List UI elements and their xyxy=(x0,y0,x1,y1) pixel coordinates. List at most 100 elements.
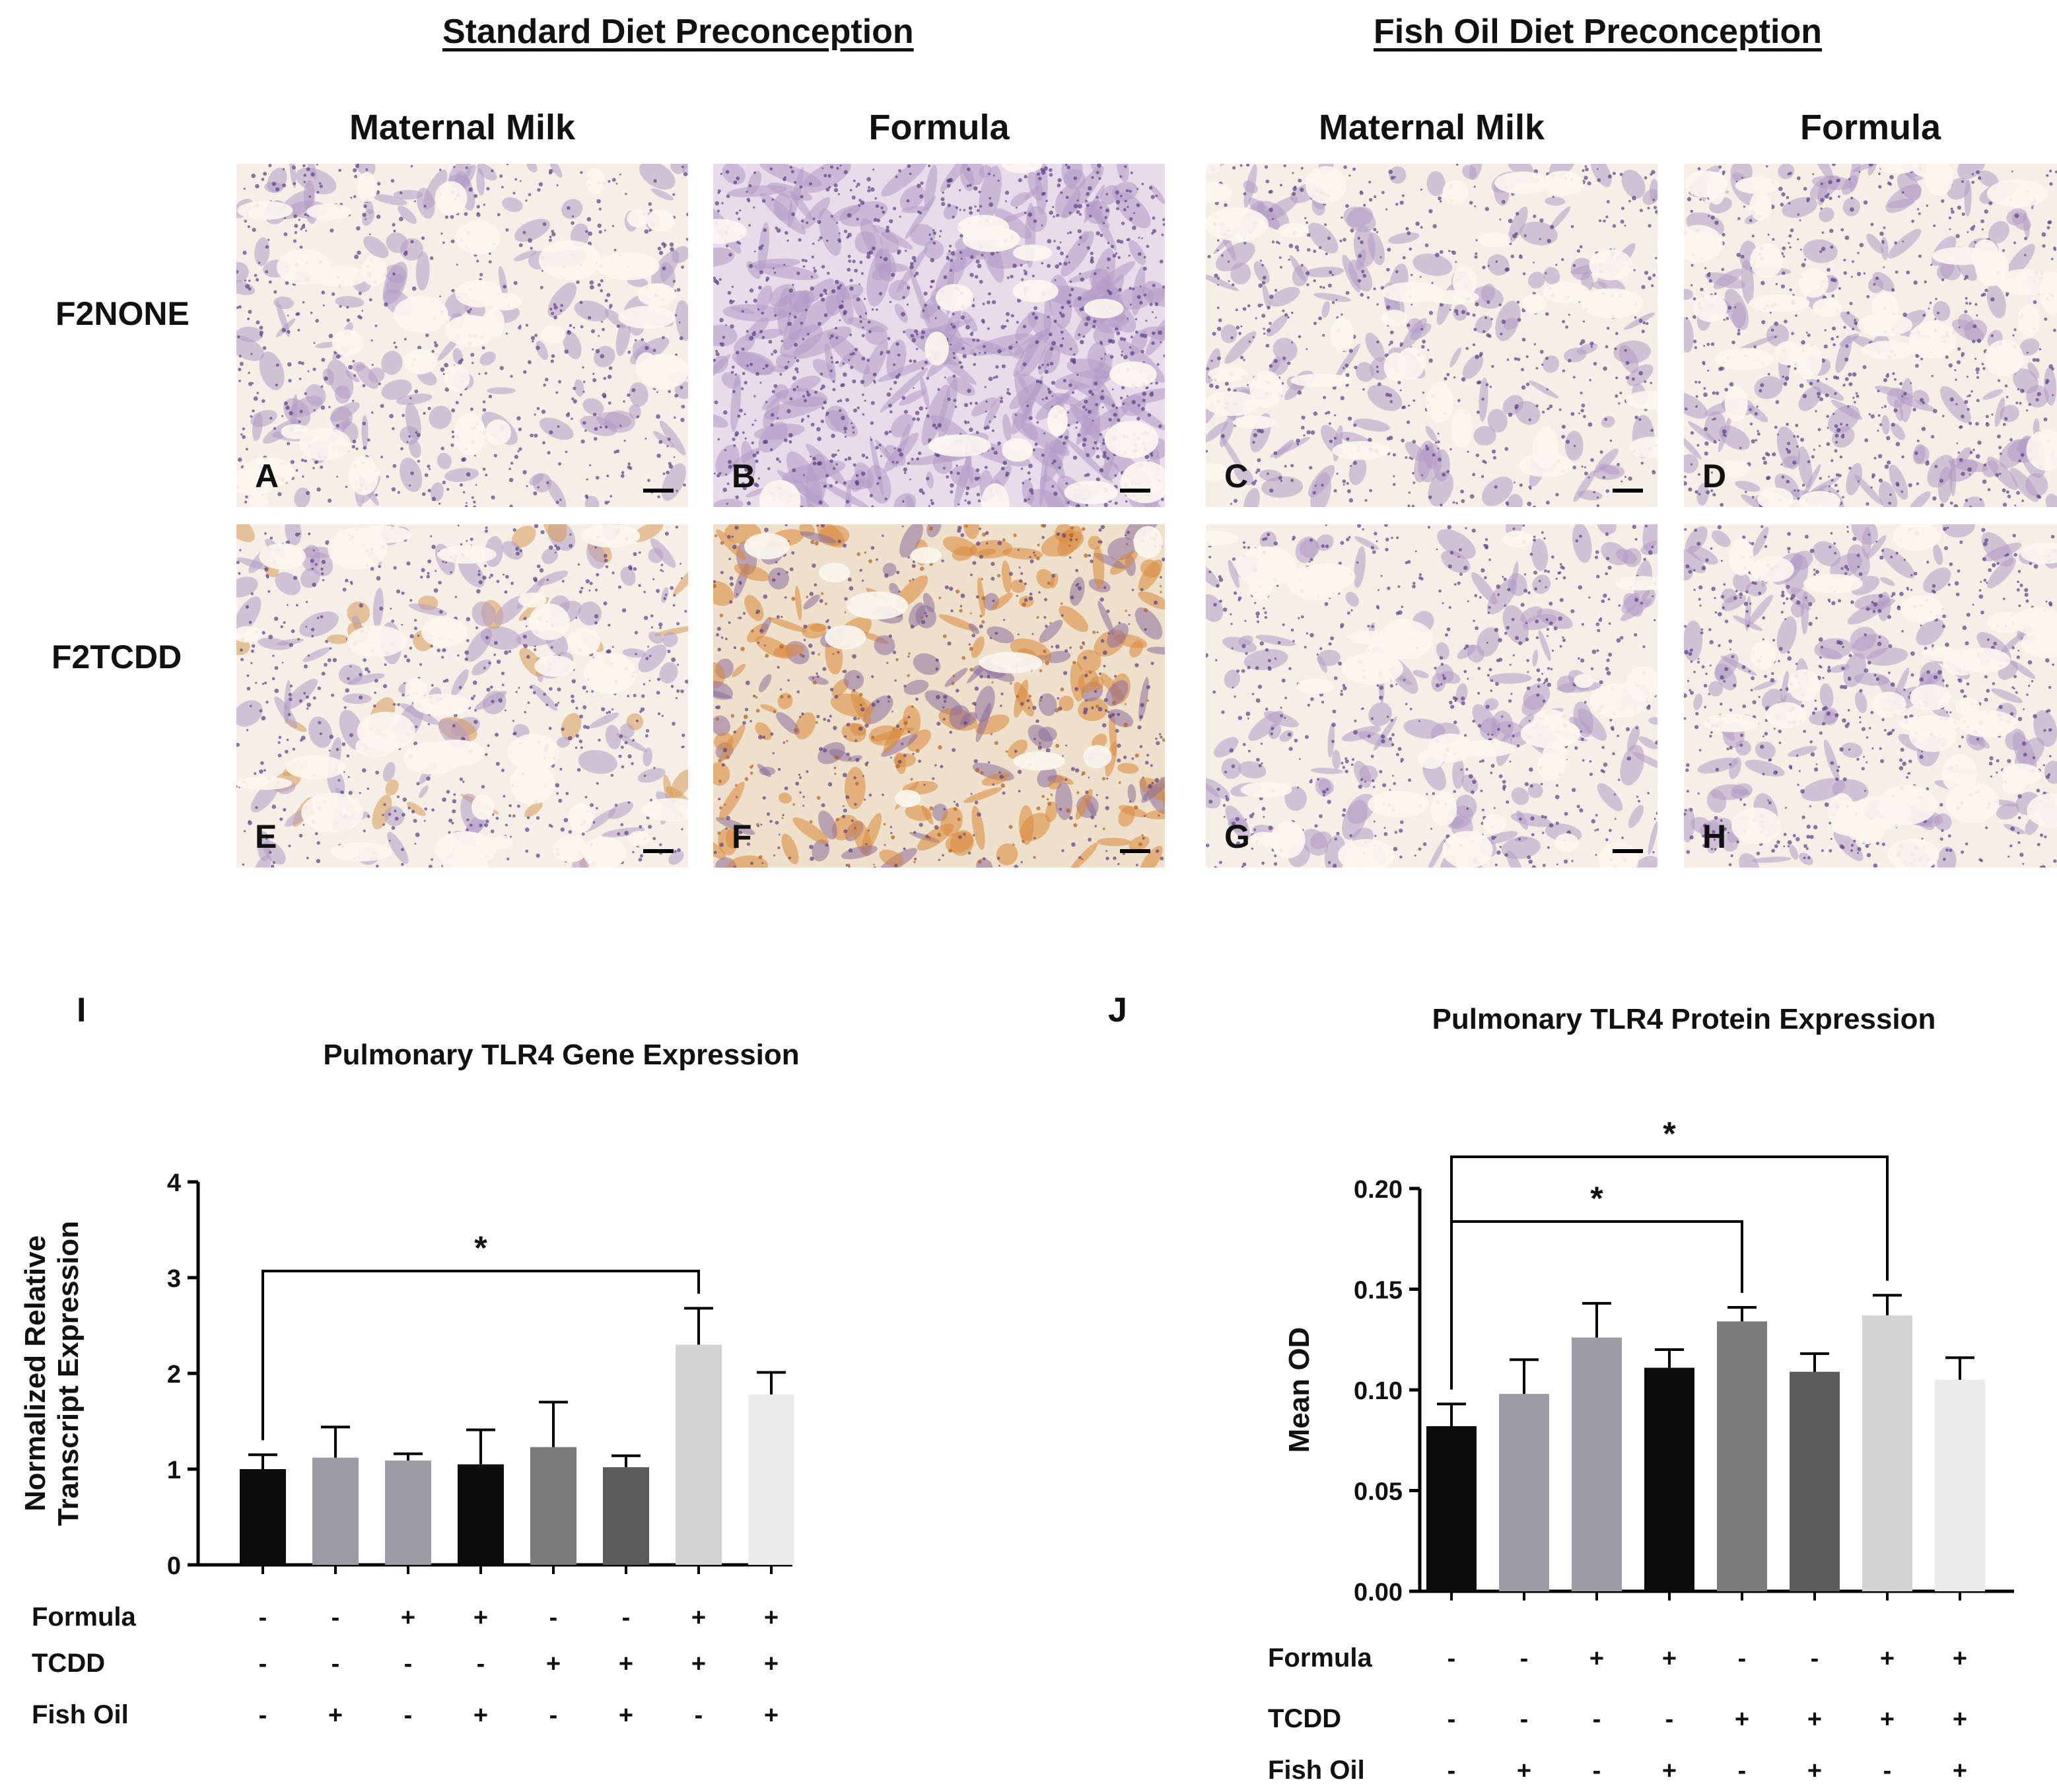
cell-nucleus xyxy=(458,685,462,689)
tissue-strand xyxy=(971,636,985,658)
tissue-strand xyxy=(1002,413,1012,442)
cell-nucleus xyxy=(554,544,557,547)
tissue-strand xyxy=(1059,695,1074,711)
cell-nucleus xyxy=(1703,427,1708,431)
cell-nucleus xyxy=(950,323,953,326)
tissue-strand xyxy=(1473,426,1496,446)
cell-nucleus xyxy=(1570,412,1575,416)
cell-nucleus xyxy=(446,790,450,794)
cell-nucleus xyxy=(950,483,954,488)
tissue-strand xyxy=(674,381,688,399)
cell-nucleus xyxy=(1981,362,1984,366)
cell-nucleus xyxy=(481,346,485,350)
cell-nucleus xyxy=(526,485,528,487)
cell-nucleus xyxy=(1124,165,1127,168)
cell-nucleus xyxy=(1465,347,1469,351)
cell-nucleus xyxy=(848,359,851,361)
cell-nucleus xyxy=(926,414,930,418)
cell-nucleus xyxy=(522,230,526,234)
cell-nucleus xyxy=(886,350,891,355)
cell-nucleus xyxy=(1141,407,1145,411)
cell-nucleus xyxy=(244,500,248,504)
cell-nucleus xyxy=(1085,408,1088,411)
cell-nucleus xyxy=(2018,459,2021,463)
cell-nucleus xyxy=(1596,497,1599,499)
cell-nucleus xyxy=(415,832,420,837)
tissue-strand xyxy=(342,693,372,704)
cell-nucleus xyxy=(1655,210,1657,214)
tissue-strand xyxy=(1649,178,1657,203)
cell-nucleus xyxy=(1477,380,1482,384)
cell-nucleus xyxy=(528,193,532,196)
cell-nucleus xyxy=(491,699,495,703)
cell-nucleus xyxy=(632,739,635,742)
cell-nucleus xyxy=(1857,480,1860,483)
cell-nucleus xyxy=(451,821,454,825)
cell-nucleus xyxy=(845,397,849,402)
cell-nucleus xyxy=(1914,451,1918,456)
cell-nucleus xyxy=(1121,386,1125,390)
cell-nucleus xyxy=(508,804,512,808)
alveolar-space xyxy=(1720,460,1750,478)
cell-nucleus xyxy=(657,246,662,251)
alveolar-space xyxy=(567,628,600,656)
cell-nucleus xyxy=(1238,331,1241,335)
cell-nucleus xyxy=(1031,274,1035,278)
cell-nucleus xyxy=(1322,286,1325,289)
cell-nucleus xyxy=(1080,277,1084,282)
cell-nucleus xyxy=(267,590,271,593)
cell-nucleus xyxy=(1474,255,1478,259)
cell-nucleus xyxy=(382,823,385,826)
alveolar-space xyxy=(1996,269,2056,296)
cell-nucleus xyxy=(1533,261,1535,263)
lung-tissue-image xyxy=(1206,164,1657,507)
cell-nucleus xyxy=(855,186,858,188)
cell-nucleus xyxy=(717,438,720,441)
tissue-strand xyxy=(921,384,950,446)
cell-nucleus xyxy=(952,352,956,355)
cell-nucleus xyxy=(975,468,980,472)
cell-nucleus xyxy=(486,187,490,191)
cell-nucleus xyxy=(319,732,322,736)
cell-nucleus xyxy=(427,559,432,564)
tissue-strand xyxy=(996,843,1018,866)
cell-nucleus xyxy=(496,580,500,583)
cell-nucleus xyxy=(615,449,620,454)
cell-nucleus xyxy=(1734,306,1737,308)
cell-nucleus xyxy=(1217,284,1219,286)
cell-nucleus xyxy=(460,393,463,396)
cell-nucleus xyxy=(2002,488,2006,493)
alveolar-space xyxy=(1047,405,1068,436)
cell-nucleus xyxy=(426,776,431,781)
cell-nucleus xyxy=(871,308,874,311)
cell-nucleus xyxy=(1714,221,1719,225)
cell-nucleus xyxy=(2012,334,2015,337)
cell-nucleus xyxy=(1350,465,1352,467)
cell-nucleus xyxy=(1828,180,1832,185)
cell-nucleus xyxy=(523,617,527,621)
cell-nucleus xyxy=(748,184,752,188)
cell-nucleus xyxy=(525,625,528,627)
cell-nucleus xyxy=(674,850,677,853)
tissue-strand xyxy=(236,596,261,634)
cell-nucleus xyxy=(633,552,637,557)
tissue-strand xyxy=(713,354,731,383)
cell-nucleus xyxy=(753,395,756,397)
cell-nucleus xyxy=(1034,316,1039,320)
cell-nucleus xyxy=(434,343,438,348)
cell-nucleus xyxy=(584,429,587,432)
cell-nucleus xyxy=(1393,475,1395,477)
tissue-strand xyxy=(1508,207,1528,242)
tissue-strand xyxy=(526,164,538,173)
cell-nucleus xyxy=(1638,418,1642,421)
cell-nucleus xyxy=(607,374,612,379)
cell-nucleus xyxy=(960,258,963,260)
cell-nucleus xyxy=(264,532,267,535)
cell-nucleus xyxy=(474,709,477,712)
cell-nucleus xyxy=(319,184,323,188)
cell-nucleus xyxy=(802,395,806,398)
cell-nucleus xyxy=(265,270,269,273)
cell-nucleus xyxy=(362,384,366,388)
cell-nucleus xyxy=(1614,347,1617,351)
cell-nucleus xyxy=(595,349,600,353)
